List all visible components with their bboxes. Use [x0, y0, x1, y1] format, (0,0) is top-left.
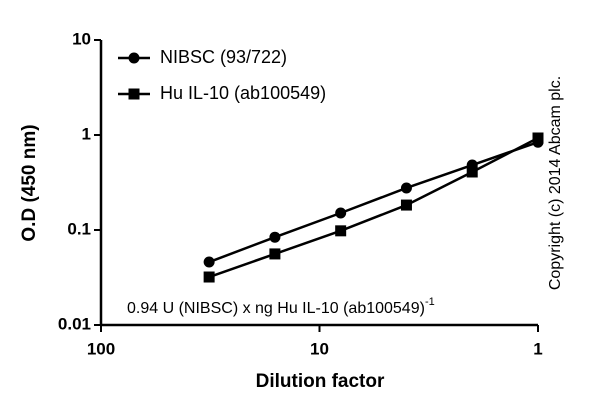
x-tick-label: 1 [533, 339, 542, 358]
series-line [208, 141, 539, 264]
legend-marker [128, 52, 140, 64]
annotation-text: 0.94 U (NIBSC) x ng Hu IL-10 (ab100549) [127, 300, 425, 317]
legend-label: NIBSC (93/722) [160, 47, 287, 67]
data-point [400, 182, 412, 194]
data-point [335, 207, 347, 219]
annotation-superscript: -1 [425, 296, 435, 308]
data-point [203, 271, 215, 283]
legend-label: Hu IL-10 (ab100549) [160, 83, 326, 103]
y-tick-label: 10 [72, 29, 91, 48]
data-point [400, 199, 412, 211]
series-line [208, 136, 539, 279]
data-point [335, 225, 347, 237]
data-point [269, 231, 281, 243]
x-axis-title: Dilution factor [256, 371, 385, 392]
annotation: 0.94 U (NIBSC) x ng Hu IL-10 (ab100549)-… [127, 296, 435, 317]
data-point [466, 166, 478, 178]
y-tick-label: 1 [82, 124, 91, 143]
y-tick-label: 0.1 [67, 219, 91, 238]
y-axis-title: O.D (450 nm) [19, 124, 40, 241]
legend-marker [128, 88, 140, 100]
copyright: Copyright (c) 2014 Abcam plc. [547, 76, 564, 290]
x-tick-label: 100 [87, 339, 115, 358]
data-point [532, 132, 544, 144]
x-tick-label: 10 [310, 339, 329, 358]
data-point [269, 248, 281, 260]
data-point [203, 256, 215, 268]
y-tick-label: 0.01 [58, 314, 91, 333]
